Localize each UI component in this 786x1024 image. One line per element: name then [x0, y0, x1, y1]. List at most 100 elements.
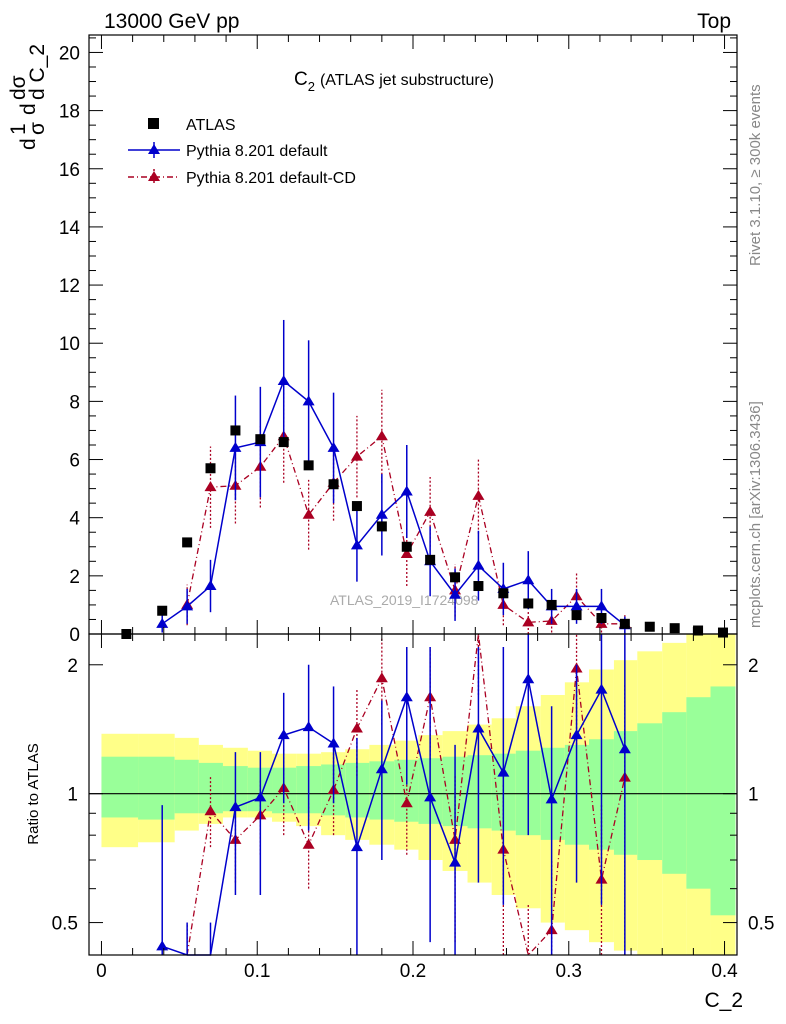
legend-atlas-label: ATLAS — [186, 117, 236, 134]
ratio-cd-point — [350, 722, 363, 733]
main-y-label-dsigma: dσ — [7, 75, 30, 100]
header-left: 13000 GeV pp — [104, 10, 239, 33]
series-default-point — [449, 588, 462, 599]
series-cd-point — [472, 489, 485, 500]
analysis-watermark: ATLAS_2019_I1724098 — [330, 592, 479, 608]
series-atlas-point — [401, 541, 412, 552]
header-right: Top — [697, 10, 731, 33]
series-atlas-point — [230, 425, 241, 436]
series-atlas-point — [278, 437, 289, 448]
series-default-point — [375, 508, 388, 519]
ratio-band-inner — [198, 762, 223, 814]
series-atlas-point — [644, 621, 655, 632]
x-tick-label: 0.4 — [711, 961, 738, 982]
main-y-tick-label: 16 — [59, 160, 80, 181]
ratio-default-point — [400, 691, 413, 702]
ratio-default-point — [595, 683, 608, 694]
ratio-band-inner — [637, 723, 663, 861]
series-default-point — [522, 574, 535, 585]
series-atlas-point — [376, 521, 387, 532]
series-default-point — [302, 395, 315, 406]
main-y-label: d 1 σ d dσ d C_2 — [7, 44, 49, 150]
series-atlas-point — [351, 501, 362, 512]
main-y-label-sigma: σ — [26, 122, 49, 135]
ratio-uncertainty-bands — [101, 634, 736, 955]
series-default-point — [472, 559, 485, 570]
series-atlas-point — [596, 613, 607, 624]
main-y-tick-label: 2 — [69, 567, 80, 588]
x-tick-label: 0.1 — [244, 961, 270, 982]
ratio-default-point — [449, 856, 462, 867]
series-default-point — [327, 441, 340, 452]
series-default-point — [400, 485, 413, 496]
ratio-y-label: Ratio to ATLAS — [25, 743, 42, 844]
legend: ATLAS Pythia 8.201 default Pythia 8.201 … — [128, 117, 356, 187]
ratio-y-tick-label: 0.5 — [52, 914, 78, 935]
ratio-band-inner — [686, 697, 711, 889]
ratio-default-point — [472, 722, 485, 733]
main-plot-layer — [121, 319, 728, 639]
legend-default-marker — [148, 144, 160, 154]
series-atlas-point — [498, 588, 509, 599]
ratio-default-point — [327, 737, 340, 748]
series-cd-point — [350, 450, 363, 461]
legend-atlas-marker — [148, 118, 159, 129]
series-cd-point — [302, 508, 315, 519]
series-default-point — [350, 539, 363, 550]
main-y-tick-label: 0 — [69, 625, 80, 646]
legend-cd-label: Pythia 8.201 default-CD — [186, 170, 356, 187]
ratio-y-tick-label-right: 2 — [748, 656, 759, 677]
series-atlas-point — [669, 623, 680, 634]
main-y-label-d1: d — [17, 138, 40, 150]
ratio-cd-point — [375, 672, 388, 683]
ratio-band-inner — [613, 731, 638, 855]
chart-title-sub: 2 — [308, 79, 315, 94]
series-default-point — [229, 441, 242, 452]
series-atlas-point — [450, 572, 461, 583]
series-atlas-point — [157, 605, 168, 616]
ratio-cd-point — [400, 797, 413, 808]
series-atlas-point — [205, 463, 216, 474]
x-axis-label: C_2 — [704, 989, 743, 1012]
series-atlas-point — [619, 618, 630, 629]
ratio-band-inner — [174, 759, 199, 814]
series-atlas-point — [255, 434, 266, 445]
series-cd-point — [522, 616, 535, 627]
main-y-tick-label: 6 — [69, 451, 80, 472]
series-default-point — [277, 375, 290, 386]
main-y-tick-label: 14 — [59, 218, 81, 239]
series-atlas-point — [571, 610, 582, 621]
ratio-default-point — [254, 791, 267, 802]
ratio-default-point — [424, 791, 437, 802]
ratio-default-point — [350, 841, 363, 852]
series-atlas-point — [473, 581, 484, 592]
series-atlas-point — [425, 554, 436, 565]
main-y-tick-label: 20 — [59, 43, 80, 64]
series-cd-point — [204, 481, 217, 492]
main-y-tick-label: 18 — [59, 102, 80, 123]
series-atlas-point — [303, 460, 314, 471]
ratio-plot-layer — [89, 633, 737, 957]
main-y-tick-label: 8 — [69, 392, 80, 413]
ratio-default-point — [302, 721, 315, 732]
rivet-label: Rivet 3.1.10, ≥ 300k events — [747, 84, 764, 266]
series-cd-point — [375, 430, 388, 441]
ratio-y-tick-label-right: 0.5 — [748, 914, 774, 935]
series-cd-point — [400, 548, 413, 559]
ratio-default-point — [277, 729, 290, 740]
main-y-label-dc2: d C_2 — [26, 44, 49, 100]
series-atlas-point — [546, 599, 557, 610]
ratio-default-point — [545, 793, 558, 804]
legend-default-label: Pythia 8.201 default — [186, 143, 328, 160]
ratio-y-tick-label: 1 — [67, 785, 78, 806]
ratio-cd-point — [204, 805, 217, 816]
series-default-point — [156, 617, 169, 628]
x-tick-label: 0.3 — [556, 961, 582, 982]
series-atlas-point — [523, 598, 534, 609]
ratio-band-inner — [662, 712, 687, 874]
mcplots-label: mcplots.cern.ch [arXiv:1306.3436] — [747, 401, 764, 628]
ratio-default-line — [161, 679, 626, 956]
ratio-default-point — [229, 801, 242, 812]
